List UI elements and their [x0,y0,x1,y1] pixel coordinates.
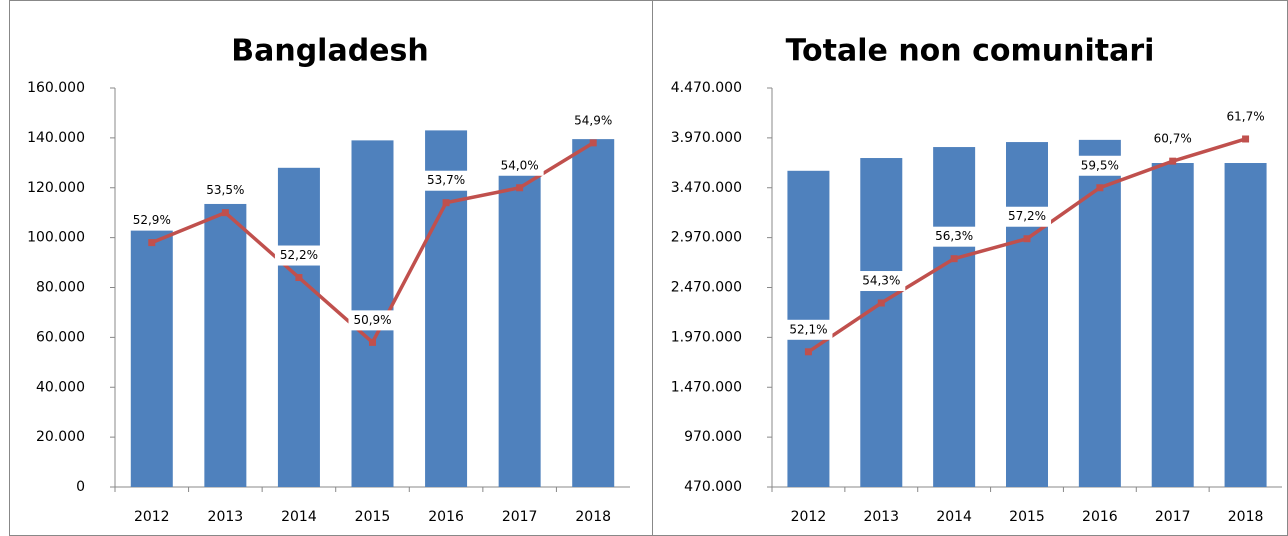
data-label: 56,3% [935,229,973,243]
bar [933,147,976,487]
data-label: 54,3% [862,274,900,288]
y-tick-label: 1.470.000 [671,379,742,395]
data-label: 54,9% [574,113,612,127]
data-label: 52,1% [789,322,827,336]
marker [877,299,885,307]
bar [1006,142,1048,487]
marker [442,199,450,207]
data-label: 53,7% [427,173,465,187]
marker [221,209,229,217]
label-box [274,245,323,266]
y-tick-label: 3.470.000 [671,180,742,196]
label-box [857,271,906,292]
marker [369,338,376,346]
x-tick-label: 2014 [936,509,972,525]
marker [148,239,156,247]
label-box [1003,206,1051,227]
marker [516,184,524,192]
bar [130,220,173,487]
label-box [1075,155,1124,176]
marker [950,255,958,263]
label-box [784,319,833,340]
y-tick-label: 4.470.000 [671,80,742,96]
data-label: 52,2% [280,248,318,262]
data-label: 57,2% [1008,209,1046,223]
data-label: 59,5% [1081,158,1119,172]
x-tick-label: 2015 [1009,509,1045,525]
marker [1096,184,1104,192]
label-box [569,110,618,131]
data-label: 60,7% [1154,132,1192,146]
label-box [930,226,979,247]
x-tick-label: 2015 [355,509,391,525]
x-tick-label: 2017 [1155,509,1191,525]
y-tick-label: 40.000 [36,379,85,395]
x-tick-label: 2018 [575,509,611,525]
bar [1078,139,1121,487]
data-label: 50,9% [353,313,391,327]
bar [860,158,903,487]
x-tick-label: 2013 [863,509,899,525]
x-tick-label: 2013 [208,509,244,525]
marker [1023,235,1031,243]
data-label: 52,9% [133,213,171,227]
x-tick-label: 2016 [428,509,464,525]
y-tick-label: 2.470.000 [671,280,742,296]
x-tick-label: 2014 [281,509,317,525]
label-box [422,170,471,191]
data-label: 61,7% [1227,109,1265,123]
bar [204,203,247,487]
y-tick-label: 120.000 [27,180,85,196]
chart-title: Bangladesh [231,34,429,69]
marker [1242,135,1250,143]
chart-title: Totale non comunitari [786,34,1155,69]
x-tick-label: 2017 [502,509,538,525]
y-tick-label: 140.000 [27,130,85,146]
y-tick-label: 60.000 [36,329,85,345]
bar [498,175,541,487]
y-tick-label: 1.970.000 [671,329,742,345]
marker [804,348,812,356]
y-tick-label: 0 [76,479,85,495]
x-tick-label: 2016 [1082,509,1118,525]
y-tick-label: 2.970.000 [671,230,742,246]
x-tick-label: 2018 [1228,509,1264,525]
marker [295,274,303,282]
label-box [348,310,397,331]
bar [1151,163,1194,487]
y-tick-label: 470.000 [684,479,742,495]
y-tick-label: 20.000 [36,429,85,445]
y-tick-label: 3.970.000 [671,130,742,146]
y-tick-label: 100.000 [27,230,85,246]
y-tick-label: 80.000 [36,280,85,296]
x-tick-label: 2012 [134,509,170,525]
data-label: 54,0% [501,158,539,172]
label-box [201,180,250,201]
label-box [1148,129,1197,150]
x-tick-label: 2012 [791,509,827,525]
data-label: 53,5% [206,183,244,197]
bar [277,167,320,488]
y-tick-label: 160.000 [27,80,85,96]
label-box [495,155,544,176]
y-tick-label: 970.000 [684,429,742,445]
label-box [1221,106,1270,127]
bar [1224,163,1267,487]
label-box [127,210,176,231]
marker [589,139,597,147]
bar [572,139,615,487]
marker [1169,157,1177,165]
